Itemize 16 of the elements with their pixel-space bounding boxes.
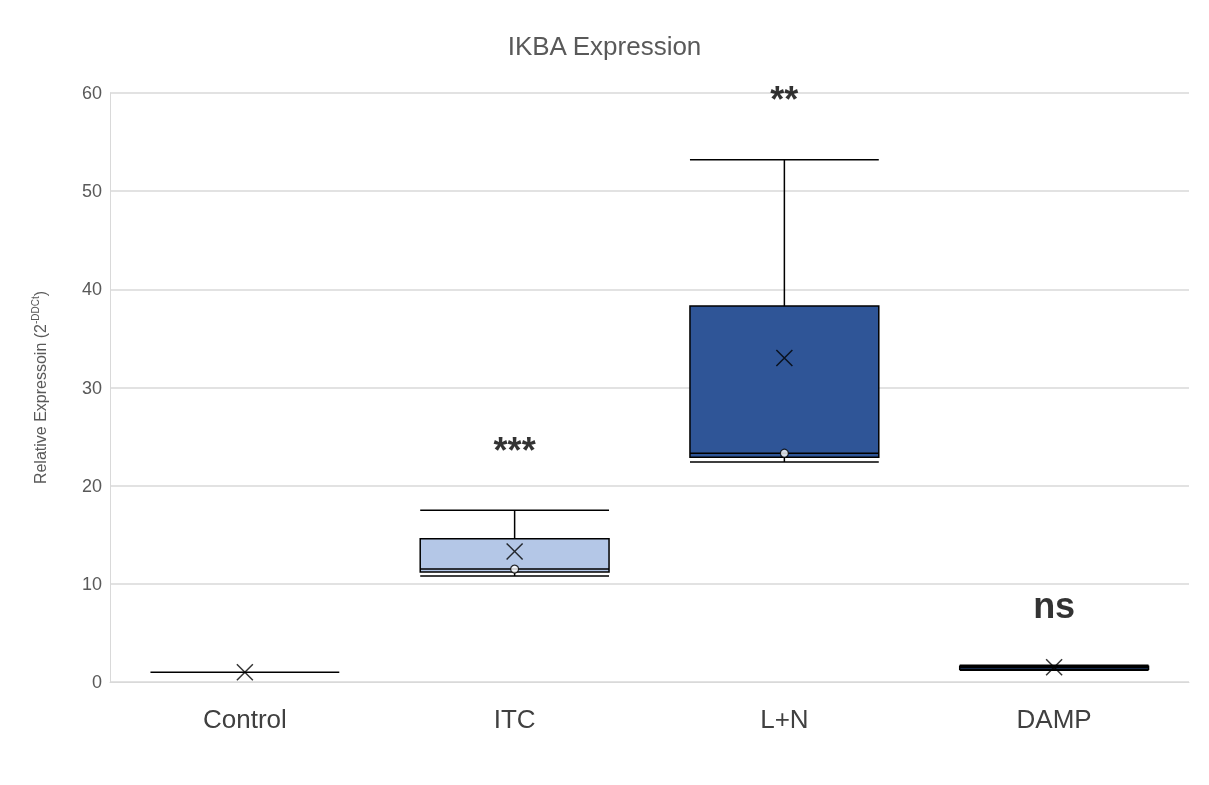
y-tick-label: 20 — [81, 475, 102, 496]
chart-title: IKBA Expression — [507, 31, 702, 61]
y-axis-title: Relative Expressoin (2-DDCt) — [29, 290, 49, 485]
y-tick-label: 10 — [81, 573, 102, 594]
x-tick-label: Control — [202, 704, 287, 734]
x-tick-label: DAMP — [1016, 704, 1092, 734]
y-tick-label: 60 — [81, 83, 102, 103]
x-tick-label: ITC — [493, 704, 536, 734]
y-tick-label: 50 — [81, 181, 102, 202]
x-tick-label: L+N — [760, 704, 809, 734]
annotation: *** — [493, 429, 536, 471]
y-tick-label: 0 — [91, 672, 102, 692]
y-tick-label: 40 — [81, 279, 102, 300]
annotation: ns — [1033, 584, 1076, 626]
y-tick-label: 30 — [81, 377, 102, 398]
annotation: ** — [770, 79, 799, 121]
